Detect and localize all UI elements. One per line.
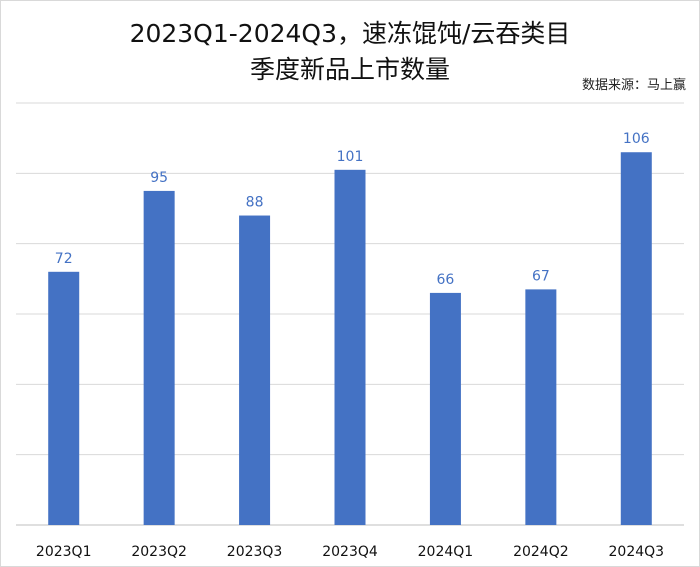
chart-title-line2: 季度新品上市数量 bbox=[249, 55, 450, 84]
chart-title-line1: 2023Q1-2024Q3，速冻馄饨/云吞类目 bbox=[129, 19, 571, 48]
x-tick-label-2023Q3: 2023Q3 bbox=[227, 544, 283, 560]
data-source-note: 数据来源：马上赢 bbox=[581, 78, 686, 93]
bar-2023Q3 bbox=[239, 215, 271, 526]
bar-2024Q3 bbox=[620, 152, 652, 525]
bar-2024Q2 bbox=[525, 289, 557, 525]
x-tick-label-2024Q1: 2024Q1 bbox=[418, 544, 474, 560]
x-tick-label-2023Q2: 2023Q2 bbox=[131, 544, 187, 560]
x-tick-label-2024Q3: 2024Q3 bbox=[609, 544, 665, 560]
x-tick-label-2023Q4: 2023Q4 bbox=[322, 544, 378, 560]
data-label-2023Q1: 72 bbox=[55, 251, 73, 267]
x-tick-label-2023Q1: 2023Q1 bbox=[36, 544, 92, 560]
data-label-2024Q2: 67 bbox=[532, 268, 550, 284]
bar-2024Q1 bbox=[429, 292, 461, 525]
bar-2023Q1 bbox=[48, 271, 80, 525]
data-label-2024Q3: 106 bbox=[623, 131, 650, 147]
data-label-2024Q1: 66 bbox=[437, 272, 455, 288]
bar-2023Q2 bbox=[143, 190, 175, 525]
bar-2023Q4 bbox=[334, 169, 366, 526]
data-label-2023Q3: 88 bbox=[246, 195, 264, 211]
data-label-2023Q4: 101 bbox=[337, 149, 364, 165]
x-tick-label-2024Q2: 2024Q2 bbox=[513, 544, 569, 560]
data-label-2023Q2: 95 bbox=[150, 170, 168, 186]
